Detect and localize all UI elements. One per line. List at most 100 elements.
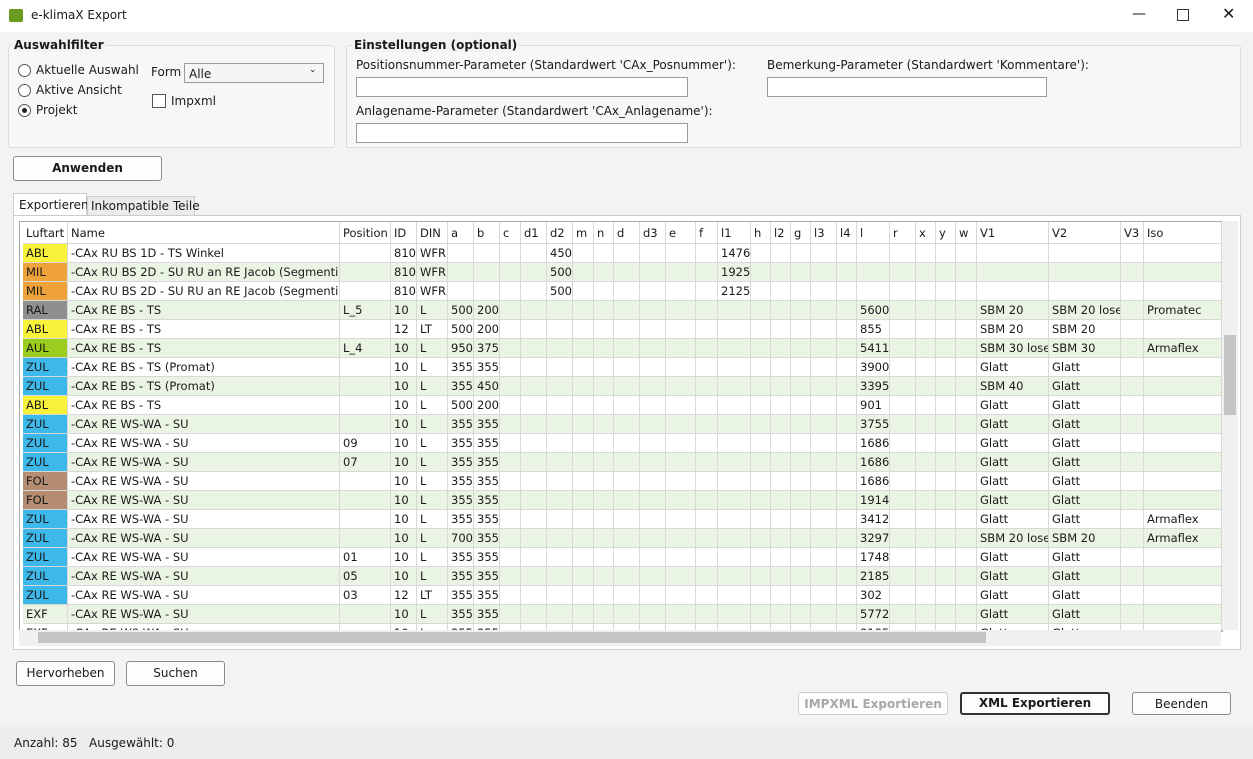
table-cell[interactable]: SBM 30 lose [977, 339, 1049, 358]
column-header[interactable]: Name [68, 222, 340, 244]
luftart-cell[interactable]: ABL [23, 320, 68, 339]
table-cell[interactable] [340, 377, 391, 396]
table-cell[interactable] [521, 529, 547, 548]
table-cell[interactable] [1144, 605, 1222, 624]
table-cell[interactable] [956, 358, 977, 377]
table-cell[interactable]: 355 [448, 567, 474, 586]
table-cell[interactable] [594, 529, 614, 548]
table-cell[interactable] [547, 377, 573, 396]
table-cell[interactable] [521, 377, 547, 396]
table-cell[interactable]: 355 [474, 453, 500, 472]
table-cell[interactable] [474, 263, 500, 282]
column-header[interactable]: m [573, 222, 594, 244]
luftart-cell[interactable]: ZUL [23, 377, 68, 396]
table-cell[interactable] [1121, 301, 1144, 320]
table-cell[interactable] [936, 491, 956, 510]
table-cell[interactable]: 01 [340, 548, 391, 567]
table-cell[interactable] [666, 491, 696, 510]
table-cell[interactable]: 3900 [857, 358, 890, 377]
table-cell[interactable]: -CAx RE BS - TS (Promat) [68, 358, 340, 377]
table-cell[interactable] [936, 586, 956, 605]
table-cell[interactable] [1121, 510, 1144, 529]
table-cell[interactable]: 1686 [857, 453, 890, 472]
table-cell[interactable] [340, 263, 391, 282]
table-cell[interactable] [594, 567, 614, 586]
table-cell[interactable] [547, 415, 573, 434]
table-cell[interactable] [791, 339, 811, 358]
table-cell[interactable]: -CAx RE WS-WA - SU [68, 453, 340, 472]
table-cell[interactable] [340, 605, 391, 624]
table-cell[interactable] [791, 510, 811, 529]
table-cell[interactable] [547, 434, 573, 453]
table-cell[interactable]: 10 [391, 339, 417, 358]
table-cell[interactable]: Glatt [1049, 434, 1121, 453]
table-cell[interactable] [791, 434, 811, 453]
table-cell[interactable] [614, 377, 640, 396]
table-cell[interactable] [340, 415, 391, 434]
table-cell[interactable] [916, 377, 936, 396]
table-cell[interactable] [890, 472, 916, 491]
table-cell[interactable] [956, 396, 977, 415]
table-cell[interactable] [614, 415, 640, 434]
table-cell[interactable] [916, 263, 936, 282]
table-cell[interactable] [771, 320, 791, 339]
table-cell[interactable] [640, 320, 666, 339]
table-cell[interactable] [771, 529, 791, 548]
table-cell[interactable] [696, 605, 718, 624]
table-cell[interactable] [500, 453, 521, 472]
table-cell[interactable]: L [417, 567, 448, 586]
table-cell[interactable] [573, 263, 594, 282]
table-cell[interactable] [890, 548, 916, 567]
table-cell[interactable] [811, 263, 837, 282]
table-cell[interactable] [666, 472, 696, 491]
table-cell[interactable]: 3297 [857, 529, 890, 548]
table-cell[interactable] [1144, 396, 1222, 415]
table-cell[interactable] [718, 548, 751, 567]
table-cell[interactable] [614, 282, 640, 301]
table-cell[interactable] [640, 339, 666, 358]
table-cell[interactable] [521, 510, 547, 529]
table-cell[interactable] [791, 396, 811, 415]
table-cell[interactable] [890, 586, 916, 605]
table-cell[interactable]: Glatt [1049, 586, 1121, 605]
table-cell[interactable] [1144, 415, 1222, 434]
luftart-cell[interactable]: ZUL [23, 415, 68, 434]
posnummer-input[interactable] [356, 77, 688, 97]
table-cell[interactable] [771, 301, 791, 320]
table-cell[interactable]: -CAx RE BS - TS [68, 396, 340, 415]
table-cell[interactable]: SBM 20 lose [977, 529, 1049, 548]
table-cell[interactable] [594, 586, 614, 605]
table-cell[interactable] [666, 415, 696, 434]
table-cell[interactable]: -CAx RE WS-WA - SU [68, 415, 340, 434]
table-cell[interactable] [916, 548, 936, 567]
table-cell[interactable] [640, 396, 666, 415]
table-cell[interactable] [640, 434, 666, 453]
table-cell[interactable] [837, 415, 857, 434]
table-cell[interactable] [751, 491, 771, 510]
table-cell[interactable] [811, 510, 837, 529]
table-cell[interactable] [890, 529, 916, 548]
table-cell[interactable] [1049, 282, 1121, 301]
table-cell[interactable]: -CAx RE BS - TS [68, 320, 340, 339]
luftart-cell[interactable]: ZUL [23, 434, 68, 453]
table-cell[interactable]: 200 [474, 301, 500, 320]
table-cell[interactable] [916, 415, 936, 434]
table-cell[interactable] [573, 377, 594, 396]
table-cell[interactable] [977, 244, 1049, 263]
table-cell[interactable] [718, 472, 751, 491]
table-cell[interactable] [340, 396, 391, 415]
table-cell[interactable] [811, 453, 837, 472]
table-cell[interactable] [890, 605, 916, 624]
anlagename-input[interactable] [356, 123, 688, 143]
table-cell[interactable] [1144, 567, 1222, 586]
table-cell[interactable] [614, 586, 640, 605]
table-cell[interactable] [956, 491, 977, 510]
table-cell[interactable]: 810 [391, 282, 417, 301]
column-header[interactable]: f [696, 222, 718, 244]
table-cell[interactable] [837, 472, 857, 491]
column-header[interactable]: b [474, 222, 500, 244]
table-cell[interactable] [521, 358, 547, 377]
table-cell[interactable] [666, 548, 696, 567]
table-cell[interactable] [640, 377, 666, 396]
table-cell[interactable] [751, 339, 771, 358]
